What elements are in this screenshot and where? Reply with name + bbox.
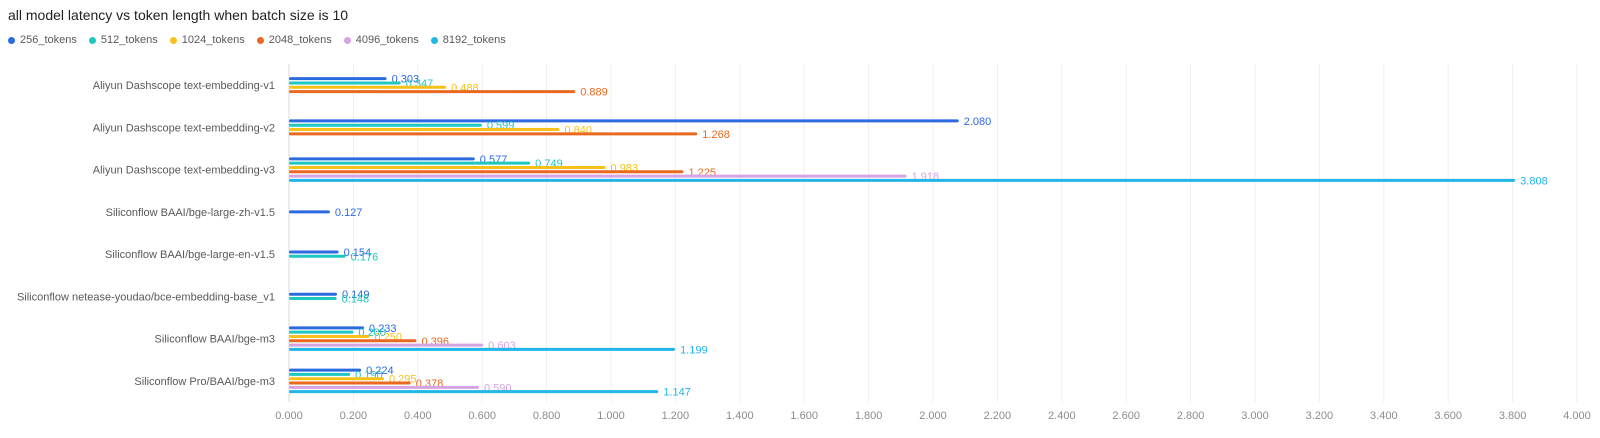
data-label: 1.268 bbox=[702, 129, 730, 141]
category-label: Siliconflow BAAI/bge-m3 bbox=[155, 334, 275, 346]
bar-512_tokens[interactable] bbox=[289, 372, 351, 376]
x-tick-label: 1.600 bbox=[790, 410, 818, 422]
x-tick-label: 2.200 bbox=[984, 410, 1012, 422]
x-tick-label: 3.800 bbox=[1499, 410, 1527, 422]
legend: 256_tokens 512_tokens 1024_tokens 2048_toke… bbox=[8, 34, 506, 46]
bar-256_tokens[interactable] bbox=[289, 368, 362, 372]
bar-8192_tokens[interactable] bbox=[289, 347, 676, 351]
bar-2048_tokens[interactable] bbox=[289, 170, 684, 174]
x-tick-label: 0.600 bbox=[468, 410, 496, 422]
bar-2048_tokens[interactable] bbox=[289, 381, 411, 385]
category-label: Siliconflow Pro/BAAI/bge-m3 bbox=[134, 376, 275, 388]
legend-item-2048_tokens[interactable]: 2048_tokens bbox=[256, 34, 332, 46]
legend-dot-icon bbox=[430, 36, 438, 44]
data-label: 0.889 bbox=[580, 87, 608, 99]
legend-dot-icon bbox=[169, 36, 177, 44]
legend-label: 8192_tokens bbox=[442, 34, 506, 46]
bar-256_tokens[interactable] bbox=[289, 326, 365, 330]
legend-item-256_tokens[interactable]: 256_tokens bbox=[8, 34, 77, 46]
bar-256_tokens[interactable] bbox=[289, 157, 475, 161]
legend-item-8192_tokens[interactable]: 8192_tokens bbox=[430, 34, 506, 46]
bar-8192_tokens[interactable] bbox=[289, 390, 659, 394]
legend-item-4096_tokens[interactable]: 4096_tokens bbox=[343, 34, 419, 46]
legend-dot-icon bbox=[8, 36, 15, 44]
legend-label: 1024_tokens bbox=[181, 34, 245, 46]
legend-item-1024_tokens[interactable]: 1024_tokens bbox=[169, 34, 245, 46]
data-label: 0.154 bbox=[344, 247, 372, 259]
x-tick-label: 2.000 bbox=[919, 410, 947, 422]
data-label: 0.233 bbox=[369, 323, 397, 335]
x-tick-label: 0.800 bbox=[533, 410, 561, 422]
x-tick-label: 1.200 bbox=[662, 410, 690, 422]
bar-512_tokens[interactable] bbox=[289, 123, 482, 127]
x-tick-label: 4.000 bbox=[1563, 410, 1591, 422]
x-tick-label: 2.400 bbox=[1048, 410, 1076, 422]
bar-512_tokens[interactable] bbox=[289, 297, 337, 301]
category-label: Siliconflow BAAI/bge-large-zh-v1.5 bbox=[106, 207, 275, 219]
category-label: Aliyun Dashscope text-embedding-v1 bbox=[93, 80, 275, 92]
data-label: 0.176 bbox=[351, 251, 379, 263]
x-tick-label: 3.200 bbox=[1306, 410, 1334, 422]
data-label: 3.808 bbox=[1520, 175, 1548, 187]
x-tick-label: 0.400 bbox=[404, 410, 432, 422]
bar-1024_tokens[interactable] bbox=[289, 85, 447, 89]
legend-label: 512_tokens bbox=[100, 34, 158, 46]
category-label: Siliconflow BAAI/bge-large-en-v1.5 bbox=[105, 249, 275, 261]
bar-256_tokens[interactable] bbox=[289, 210, 330, 214]
data-label: 0.149 bbox=[342, 289, 370, 301]
legend-label: 4096_tokens bbox=[355, 34, 419, 46]
bar-4096_tokens[interactable] bbox=[289, 174, 907, 178]
legend-dot-icon bbox=[88, 36, 96, 44]
bar-512_tokens[interactable] bbox=[289, 81, 401, 85]
bar-1024_tokens[interactable] bbox=[289, 165, 606, 169]
bar-8192_tokens[interactable] bbox=[289, 178, 1516, 182]
legend-dot-icon bbox=[343, 36, 351, 44]
x-tick-label: 1.000 bbox=[597, 410, 625, 422]
legend-dot-icon bbox=[256, 36, 264, 44]
x-tick-label: 3.600 bbox=[1434, 410, 1462, 422]
bar-2048_tokens[interactable] bbox=[289, 90, 576, 94]
bar-512_tokens[interactable] bbox=[289, 254, 346, 258]
data-label: 2.080 bbox=[964, 116, 992, 128]
x-tick-label: 1.400 bbox=[726, 410, 754, 422]
bar-2048_tokens[interactable] bbox=[289, 339, 417, 343]
bar-1024_tokens[interactable] bbox=[289, 334, 370, 338]
bar-256_tokens[interactable] bbox=[289, 77, 387, 81]
data-label: 0.148 bbox=[342, 294, 370, 306]
bar-4096_tokens[interactable] bbox=[289, 385, 479, 389]
bar-1024_tokens[interactable] bbox=[289, 377, 384, 381]
bar-2048_tokens[interactable] bbox=[289, 132, 698, 136]
x-tick-label: 0.000 bbox=[275, 410, 303, 422]
bar-4096_tokens[interactable] bbox=[289, 343, 484, 347]
bar-1024_tokens[interactable] bbox=[289, 128, 560, 132]
data-label: 0.224 bbox=[366, 365, 394, 377]
legend-item-512_tokens[interactable]: 512_tokens bbox=[88, 34, 158, 46]
data-label: 1.199 bbox=[680, 344, 708, 356]
bar-256_tokens[interactable] bbox=[289, 292, 337, 296]
x-tick-label: 1.800 bbox=[855, 410, 883, 422]
data-label: 1.147 bbox=[663, 387, 691, 399]
x-tick-label: 0.200 bbox=[340, 410, 368, 422]
chart-title: all model latency vs token length when b… bbox=[8, 7, 349, 23]
x-tick-label: 2.800 bbox=[1177, 410, 1205, 422]
data-label: 0.127 bbox=[335, 207, 363, 219]
bar-256_tokens[interactable] bbox=[289, 119, 959, 123]
category-label: Aliyun Dashscope text-embedding-v3 bbox=[93, 165, 275, 177]
bar-512_tokens[interactable] bbox=[289, 330, 354, 334]
x-tick-label: 3.400 bbox=[1370, 410, 1398, 422]
x-tick-label: 2.600 bbox=[1112, 410, 1140, 422]
category-label: Siliconflow netease-youdao/bce-embedding… bbox=[17, 291, 275, 303]
legend-label: 2048_tokens bbox=[268, 34, 332, 46]
bar-256_tokens[interactable] bbox=[289, 250, 339, 254]
legend-label: 256_tokens bbox=[20, 34, 77, 46]
x-tick-label: 3.000 bbox=[1241, 410, 1269, 422]
category-label: Aliyun Dashscope text-embedding-v2 bbox=[93, 122, 275, 134]
bar-512_tokens[interactable] bbox=[289, 161, 531, 165]
